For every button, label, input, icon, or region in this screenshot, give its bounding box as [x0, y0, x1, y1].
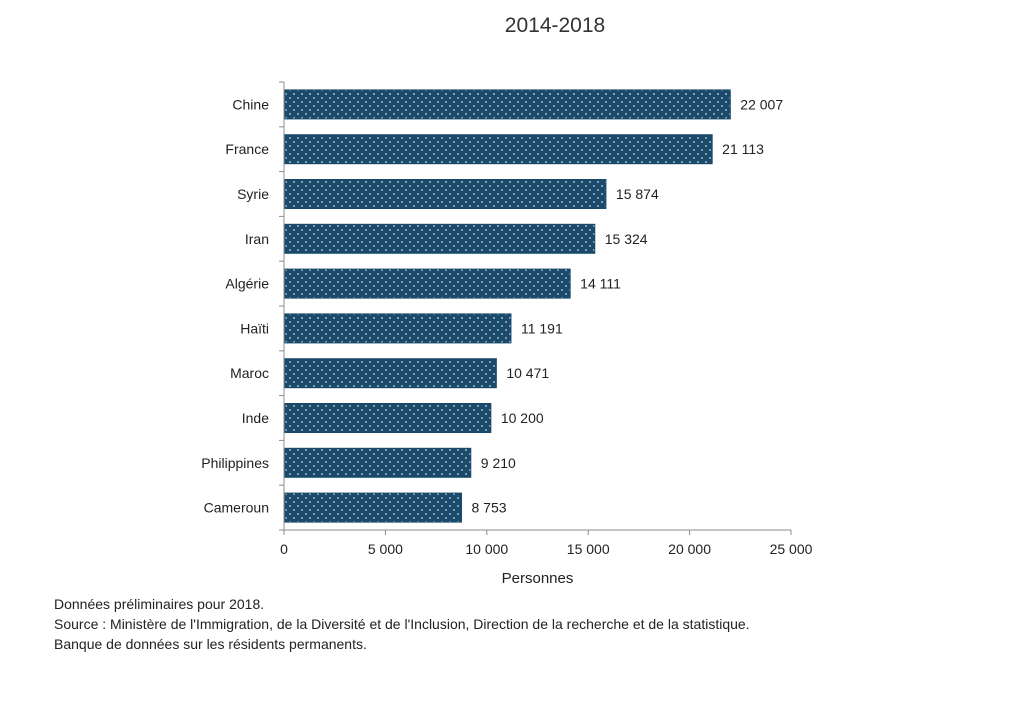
x-tick-label: 20 000: [668, 541, 711, 557]
data-label: 11 191: [521, 320, 563, 336]
bar-maroc: [284, 358, 497, 389]
bar-cameroun: [284, 492, 463, 523]
bar-algérie: [284, 268, 571, 299]
category-label: Haïti: [240, 320, 269, 336]
bar-iran: [284, 223, 596, 254]
bar-haïti: [284, 313, 512, 344]
data-label: 8 753: [472, 500, 507, 516]
x-tick-label: 5 000: [368, 541, 403, 557]
category-label: Iran: [245, 231, 269, 247]
bar-chine: [284, 89, 731, 120]
note-preliminary: Données préliminaires pour 2018.: [54, 596, 265, 612]
category-label: Inde: [242, 410, 269, 426]
labels-layer: Chine 22 007 France 21 113 Syrie 15 874 Iran 15…: [201, 96, 812, 587]
note-source: Source : Ministère de l'Immigration, de …: [54, 616, 750, 632]
data-label: 22 007: [740, 96, 783, 112]
category-label: Philippines: [201, 455, 269, 471]
bar-france: [284, 134, 713, 165]
x-tick-label: 10 000: [465, 541, 508, 557]
data-label: 15 324: [605, 231, 648, 247]
bars-layer: [284, 89, 731, 523]
chart-title: 2014-2018: [504, 14, 606, 37]
x-tick-label: 25 000: [770, 541, 813, 557]
axes-layer: [279, 81, 792, 535]
category-label: Syrie: [237, 186, 269, 202]
x-tick-label: 0: [280, 541, 288, 557]
data-label: 14 111: [580, 276, 621, 292]
category-label: France: [225, 141, 269, 157]
bar-inde: [284, 403, 492, 433]
data-label: 21 113: [722, 141, 764, 157]
note-database: Banque de données sur les résidents perm…: [54, 636, 367, 652]
bar-philippines: [284, 447, 472, 478]
data-label: 10 200: [501, 410, 544, 426]
bar-syrie: [284, 179, 607, 209]
data-label: 15 874: [616, 186, 659, 202]
x-axis-title: Personnes: [502, 570, 574, 587]
data-label: 10 471: [506, 365, 549, 381]
category-label: Chine: [232, 96, 269, 112]
category-label: Algérie: [225, 276, 269, 292]
category-label: Cameroun: [204, 500, 269, 516]
category-label: Maroc: [230, 365, 269, 381]
bar-chart: Chine 22 007 France 21 113 Syrie 15 874 Iran 15…: [201, 81, 813, 587]
chart-notes: Données préliminaires pour 2018. Source …: [54, 594, 750, 654]
data-label: 9 210: [481, 455, 516, 471]
x-tick-label: 15 000: [567, 541, 610, 557]
